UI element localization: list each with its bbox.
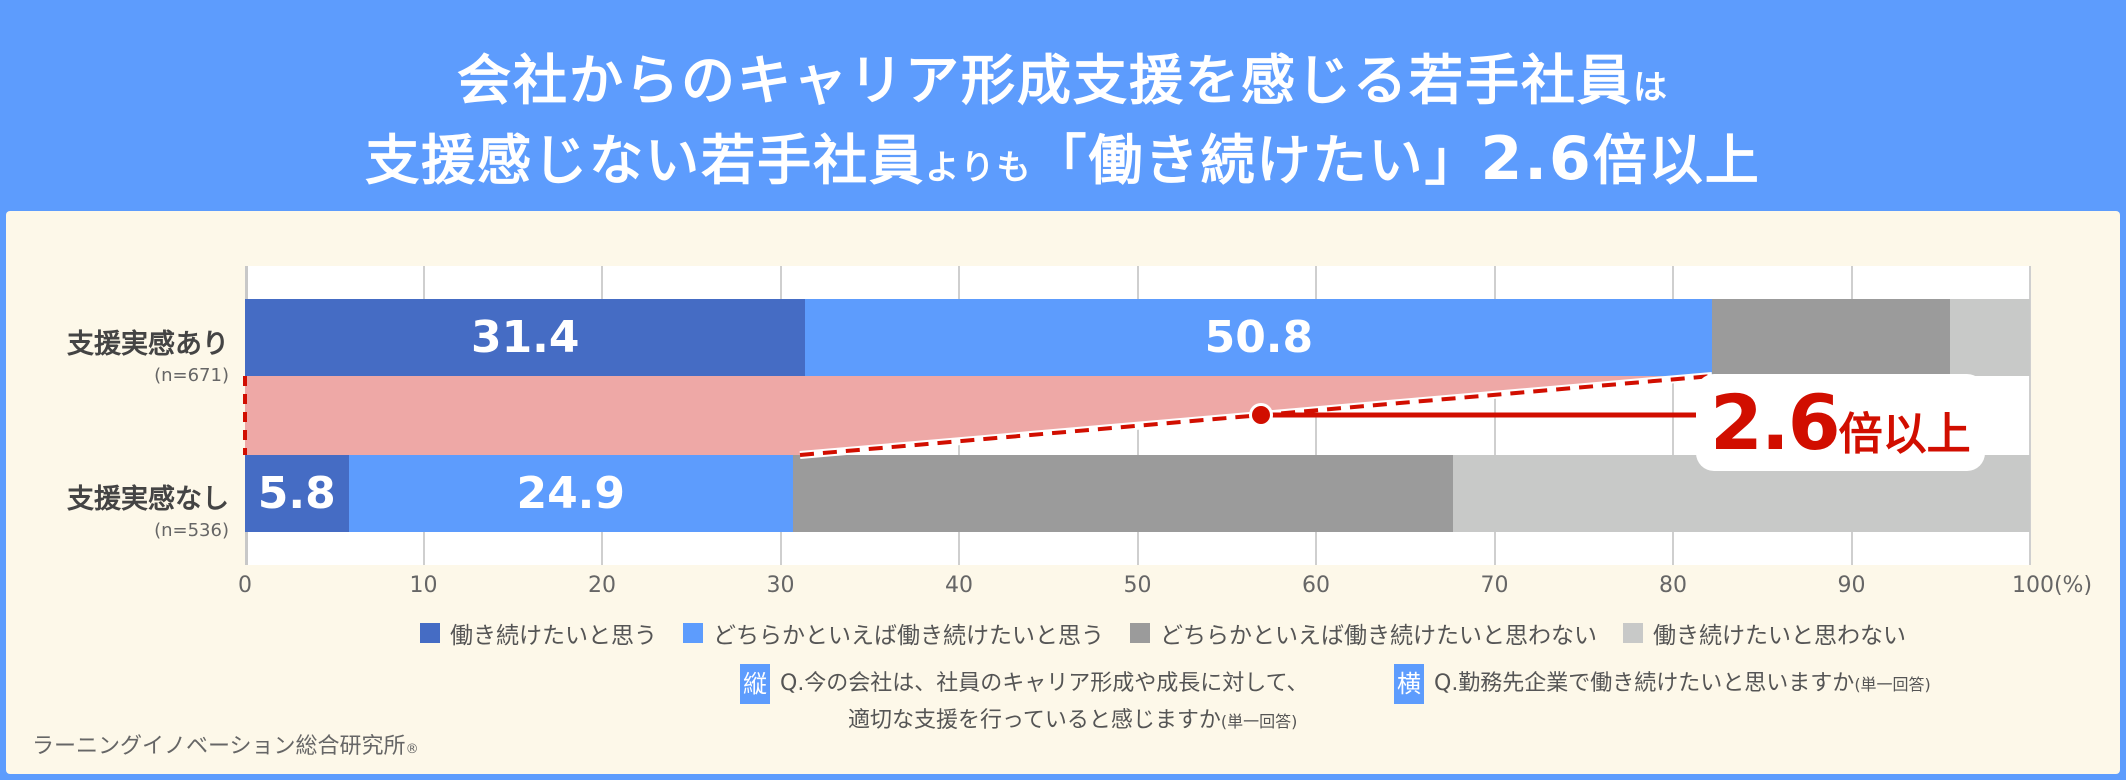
- vertical-badge: 縦: [740, 664, 770, 704]
- category-yes-n: (n=671): [154, 365, 229, 386]
- bar-support-no: 5.8 24.9: [245, 455, 2030, 532]
- title-line-2-a: 支援感じない若手社員: [365, 129, 926, 192]
- x-tick-label: 60: [1302, 573, 1330, 598]
- title-line-2: 支援感じない若手社員よりも「働き続けたい」2.6倍以上: [0, 116, 2126, 195]
- comparison-area: [245, 376, 1712, 455]
- category-label-yes: 支援実感あり (n=671): [67, 322, 229, 386]
- x-tick-label: 30: [766, 573, 795, 598]
- x-tick-label: 10: [409, 573, 438, 598]
- bar-segment: 31.4: [245, 299, 806, 376]
- legend-swatch-icon: [683, 623, 703, 643]
- legend: 働き続けたいと思う どちらかといえば働き続けたいと思う どちらかといえば働き続けたい…: [420, 616, 1906, 650]
- horizontal-badge: 横: [1394, 664, 1424, 704]
- vertical-question-suffix: (単一回答): [1220, 712, 1298, 731]
- horizontal-axis-question: 横 Q.勤務先企業で働き続けたいと思いますか(単一回答): [1394, 664, 1931, 704]
- legend-label: どちらかといえば働き続けたいと思わない: [1160, 623, 1597, 649]
- legend-item: 働き続けたいと思わない: [1623, 616, 1906, 650]
- gridline: [2029, 266, 2031, 565]
- ratio-suffix: 倍以上: [1838, 409, 1971, 460]
- title-line-1: 会社からのキャリア形成支援を感じる若手社員は: [0, 36, 2126, 115]
- bar-segment: 24.9: [348, 455, 793, 532]
- x-tick-label: 70: [1480, 573, 1509, 598]
- legend-item: どちらかといえば働き続けたいと思う: [683, 616, 1104, 650]
- horizontal-question-suffix: (単一回答): [1854, 675, 1931, 694]
- legend-swatch-icon: [420, 623, 440, 643]
- x-tick-label: 20: [588, 573, 616, 598]
- ratio-callout: 2.6倍以上: [1700, 378, 1981, 467]
- legend-label: 働き続けたいと思う: [450, 623, 657, 649]
- chart-title: 会社からのキャリア形成支援を感じる若手社員は 支援感じない若手社員よりも「働き続…: [0, 0, 2126, 210]
- credit-text: ラーニングイノベーション総合研究所: [32, 734, 406, 759]
- vertical-axis-question: 縦 Q.今の会社は、社員のキャリア形成や成長に対して、 適切な支援を行っていると感…: [740, 664, 1309, 739]
- title-line-2-c: 「働き続けたい」: [1032, 129, 1481, 192]
- legend-label: 働き続けたいと思わない: [1653, 623, 1906, 649]
- source-credit: ラーニングイノベーション総合研究所®: [32, 728, 419, 760]
- title-line-2-b: よりも: [925, 148, 1033, 188]
- bar-segment: [1949, 299, 2030, 376]
- title-line-1-suffix: は: [1633, 68, 1669, 108]
- legend-item: どちらかといえば働き続けたいと思わない: [1130, 616, 1597, 650]
- dashed-comparison-line: [799, 374, 1713, 457]
- legend-label: どちらかといえば働き続けたいと思う: [713, 623, 1104, 649]
- bar-segment: [1712, 299, 1950, 376]
- category-no-n: (n=536): [154, 520, 229, 541]
- bar-segment: 50.8: [805, 299, 1713, 376]
- x-tick-label: 40: [945, 573, 973, 598]
- title-line-2-d: 倍以上: [1592, 129, 1761, 192]
- bar-support-yes: 31.4 50.8: [245, 299, 2030, 376]
- category-yes-text: 支援実感あり: [67, 329, 229, 360]
- bar-segment: [1453, 455, 2030, 532]
- legend-swatch-icon: [1623, 623, 1643, 643]
- legend-swatch-icon: [1130, 623, 1150, 643]
- ratio-number: 2.6: [1710, 378, 1841, 467]
- x-tick-label: 80: [1659, 573, 1687, 598]
- category-no-text: 支援実感なし: [67, 484, 229, 515]
- x-tick-label: 50: [1123, 573, 1152, 598]
- legend-item: 働き続けたいと思う: [420, 616, 657, 650]
- x-tick-label: 90: [1837, 573, 1866, 598]
- x-tick-label: 0: [238, 573, 252, 598]
- title-line-1-text: 会社からのキャリア形成支援を感じる若手社員: [457, 49, 1633, 112]
- title-line-2-num: 2.6: [1480, 124, 1593, 194]
- callout-dot: [1252, 406, 1270, 424]
- registered-mark: ®: [405, 742, 419, 757]
- x-tick-label: 100(%): [2011, 573, 2093, 598]
- category-label-no: 支援実感なし (n=536): [67, 477, 229, 541]
- bar-segment: [792, 455, 1454, 532]
- bar-segment: 5.8: [245, 455, 349, 532]
- vertical-question-line-2: 適切な支援を行っていると感じますか: [848, 708, 1221, 733]
- vertical-question-line-1: Q.今の会社は、社員のキャリア形成や成長に対して、: [780, 671, 1309, 696]
- horizontal-question: Q.勤務先企業で働き続けたいと思いますか: [1434, 671, 1855, 696]
